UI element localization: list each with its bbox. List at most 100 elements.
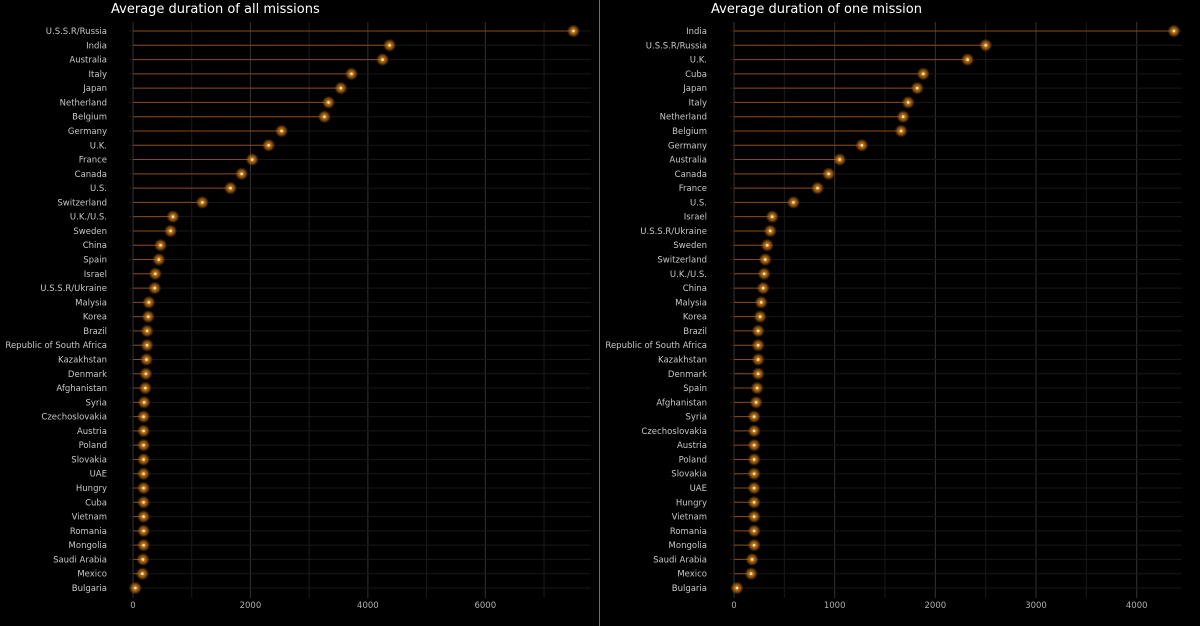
lollipop-point-core (756, 329, 760, 333)
chart-title: Average duration of one mission (711, 2, 922, 17)
lollipop-point-core (827, 172, 830, 176)
lollipop-point-core (142, 501, 145, 504)
y-category-label: China (683, 284, 707, 294)
lollipop-point-core (816, 186, 819, 190)
lollipop-point-core (142, 443, 145, 447)
lollipop-point-core (838, 158, 842, 161)
lollipop-point-core (755, 386, 759, 390)
x-tick-label: 6000 (474, 601, 496, 611)
y-category-label: Netherland (660, 113, 707, 123)
y-category-label: India (686, 27, 707, 37)
y-category-label: Netherland (60, 98, 107, 108)
chart-title: Average duration of all missions (111, 2, 320, 17)
y-category-label: Switzerland (657, 256, 707, 266)
x-tick-label: 3000 (1025, 601, 1047, 611)
lollipop-point-core (984, 43, 987, 47)
lollipop-point-core (752, 529, 756, 533)
y-category-label: Belgium (72, 113, 107, 123)
y-category-label: Malysia (75, 298, 107, 308)
x-tick-label: 1000 (824, 601, 846, 611)
lollipop-point-core (388, 43, 391, 47)
lollipop-point-core (756, 343, 760, 347)
lollipop-point-core (966, 58, 969, 61)
y-category-label: Spain (83, 256, 107, 266)
y-category-label: U.S.S.R/Russia (46, 27, 107, 37)
y-category-label: Sweden (673, 241, 707, 251)
y-category-label: Republic of South Africa (5, 341, 107, 351)
y-category-label: Germany (68, 127, 107, 137)
y-category-label: Korea (83, 313, 107, 323)
y-category-label: Denmark (68, 370, 107, 380)
lollipop-point-core (141, 558, 145, 561)
y-category-label: Romania (670, 527, 707, 537)
y-category-label: U.S.S.R/Ukraine (40, 284, 107, 294)
x-tick-label: 0 (130, 601, 135, 611)
lollipop-point-core (752, 429, 756, 433)
lollipop-point-core (171, 215, 175, 218)
lollipop-point-core (142, 486, 145, 490)
y-category-label: Czechoslovakia (41, 413, 107, 423)
y-category-label: Sweden (73, 227, 107, 237)
y-category-label: Switzerland (57, 198, 107, 208)
y-category-label: Romania (70, 527, 107, 537)
lollipop-point-core (756, 372, 760, 376)
lollipop-point-core (169, 229, 172, 233)
y-category-label: Mexico (677, 570, 707, 580)
x-tick-label: 2000 (240, 601, 262, 611)
chart-panel-all-missions: Average duration of all missions 0 2000 40… (5, 2, 591, 611)
lollipop-point-core (145, 343, 149, 347)
y-category-label: Vietnam (72, 513, 107, 523)
x-tick-label: 4000 (357, 601, 379, 611)
lollipop-point-core (759, 301, 763, 304)
y-category-label: Italy (89, 70, 107, 80)
y-category-label: Republic of South Africa (605, 341, 707, 351)
y-category-label: U.K. (90, 141, 107, 151)
lollipop-point-core (142, 515, 145, 518)
y-category-label: Syria (686, 413, 708, 423)
y-category-label: Italy (689, 98, 707, 108)
lollipop-point-core (901, 115, 905, 118)
y-category-label: U.S. (690, 198, 707, 208)
y-category-label: Bulgaria (672, 584, 707, 594)
lollipop-chart-all-missions: 0 2000 4000 6000 U.S.S.R/Russia India Australi… (5, 22, 591, 611)
lollipop-point-core (280, 129, 283, 133)
lollipop-point-core (240, 172, 243, 176)
lollipop-point-core (765, 243, 769, 247)
lollipop-point-core (153, 286, 157, 290)
y-category-label: UAE (90, 470, 107, 480)
lollipop-point-core (142, 401, 146, 404)
y-category-label: Kazakhstan (58, 355, 107, 365)
y-category-label: Mongolia (69, 541, 107, 551)
lollipop-point-core (752, 515, 756, 518)
y-category-label: U.S. (90, 184, 107, 194)
y-category-label: Canada (75, 170, 107, 180)
lollipop-point-core (142, 529, 145, 533)
lollipop-point-core (754, 401, 758, 404)
y-category-label: U.S.S.R/Russia (646, 41, 707, 51)
lollipop-point-core (157, 258, 161, 261)
x-tick-label: 4000 (1126, 601, 1148, 611)
lollipop-point-core (749, 572, 753, 576)
y-category-label: Afghanistan (656, 398, 707, 408)
x-tick-label: 2000 (925, 601, 947, 611)
lollipop-point-core (159, 243, 162, 247)
lollipop-point-core (145, 358, 148, 361)
y-category-label: Vietnam (672, 513, 707, 523)
lollipop-point-core (770, 215, 774, 218)
lollipop-point-core (572, 29, 575, 33)
y-category-label: Brazil (683, 327, 707, 337)
y-category-label: U.K. (690, 56, 707, 66)
lollipop-point-core (339, 86, 343, 90)
lollipop-point-core (267, 143, 270, 147)
y-category-label: Mongolia (669, 541, 707, 551)
lollipop-point-core (200, 201, 204, 204)
lollipop-point-core (762, 272, 766, 276)
lollipop-point-core (142, 472, 145, 476)
lollipop-point-core (752, 458, 756, 461)
lollipop-point-core (752, 486, 756, 490)
lollipop-point-core (752, 443, 756, 447)
lollipop-point-core (327, 101, 330, 104)
lollipop-point-core (144, 372, 148, 376)
y-category-label: Cuba (85, 498, 107, 508)
lollipop-point-core (142, 543, 145, 547)
